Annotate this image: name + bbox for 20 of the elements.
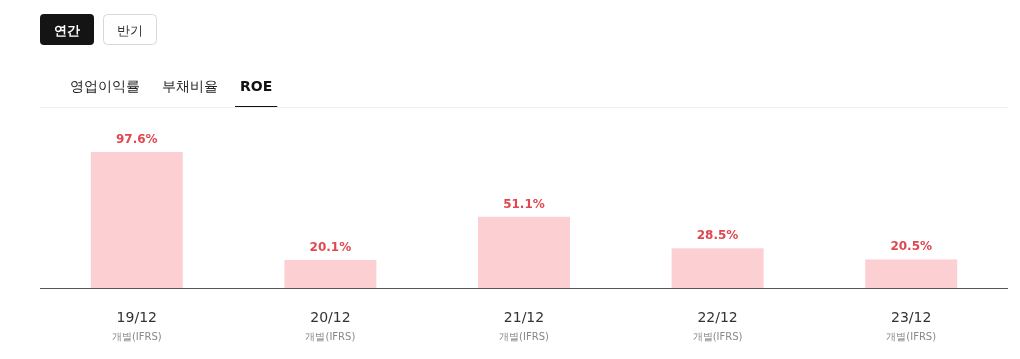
text: 부채비율	[162, 78, 218, 94]
bar	[90, 152, 183, 288]
data-label: 28.5%	[696, 228, 739, 243]
x-tick-label: 19/12 개별(IFRS)	[111, 309, 162, 342]
text: 영업이익률	[70, 78, 140, 94]
bar	[865, 259, 958, 288]
data-label: 20.5%	[890, 239, 933, 254]
data-label: 97.6%	[115, 132, 158, 146]
bar	[284, 259, 377, 288]
bar	[478, 216, 570, 288]
text: 반기	[117, 23, 143, 38]
chart-title: ROE	[240, 78, 273, 94]
x-tick-label: 22/12 개별(IFRS)	[692, 309, 743, 342]
x-tick-label: 23/12 개별(IFRS)	[886, 309, 937, 342]
x-tick-label: 20/12 개별(IFRS)	[305, 309, 356, 342]
text: 연간	[54, 23, 80, 38]
x-tick-label: 21/12 개별(IFRS)	[499, 309, 549, 342]
data-label: 51.1%	[503, 196, 545, 211]
bar	[671, 248, 764, 288]
data-label: 20.1%	[309, 239, 352, 254]
